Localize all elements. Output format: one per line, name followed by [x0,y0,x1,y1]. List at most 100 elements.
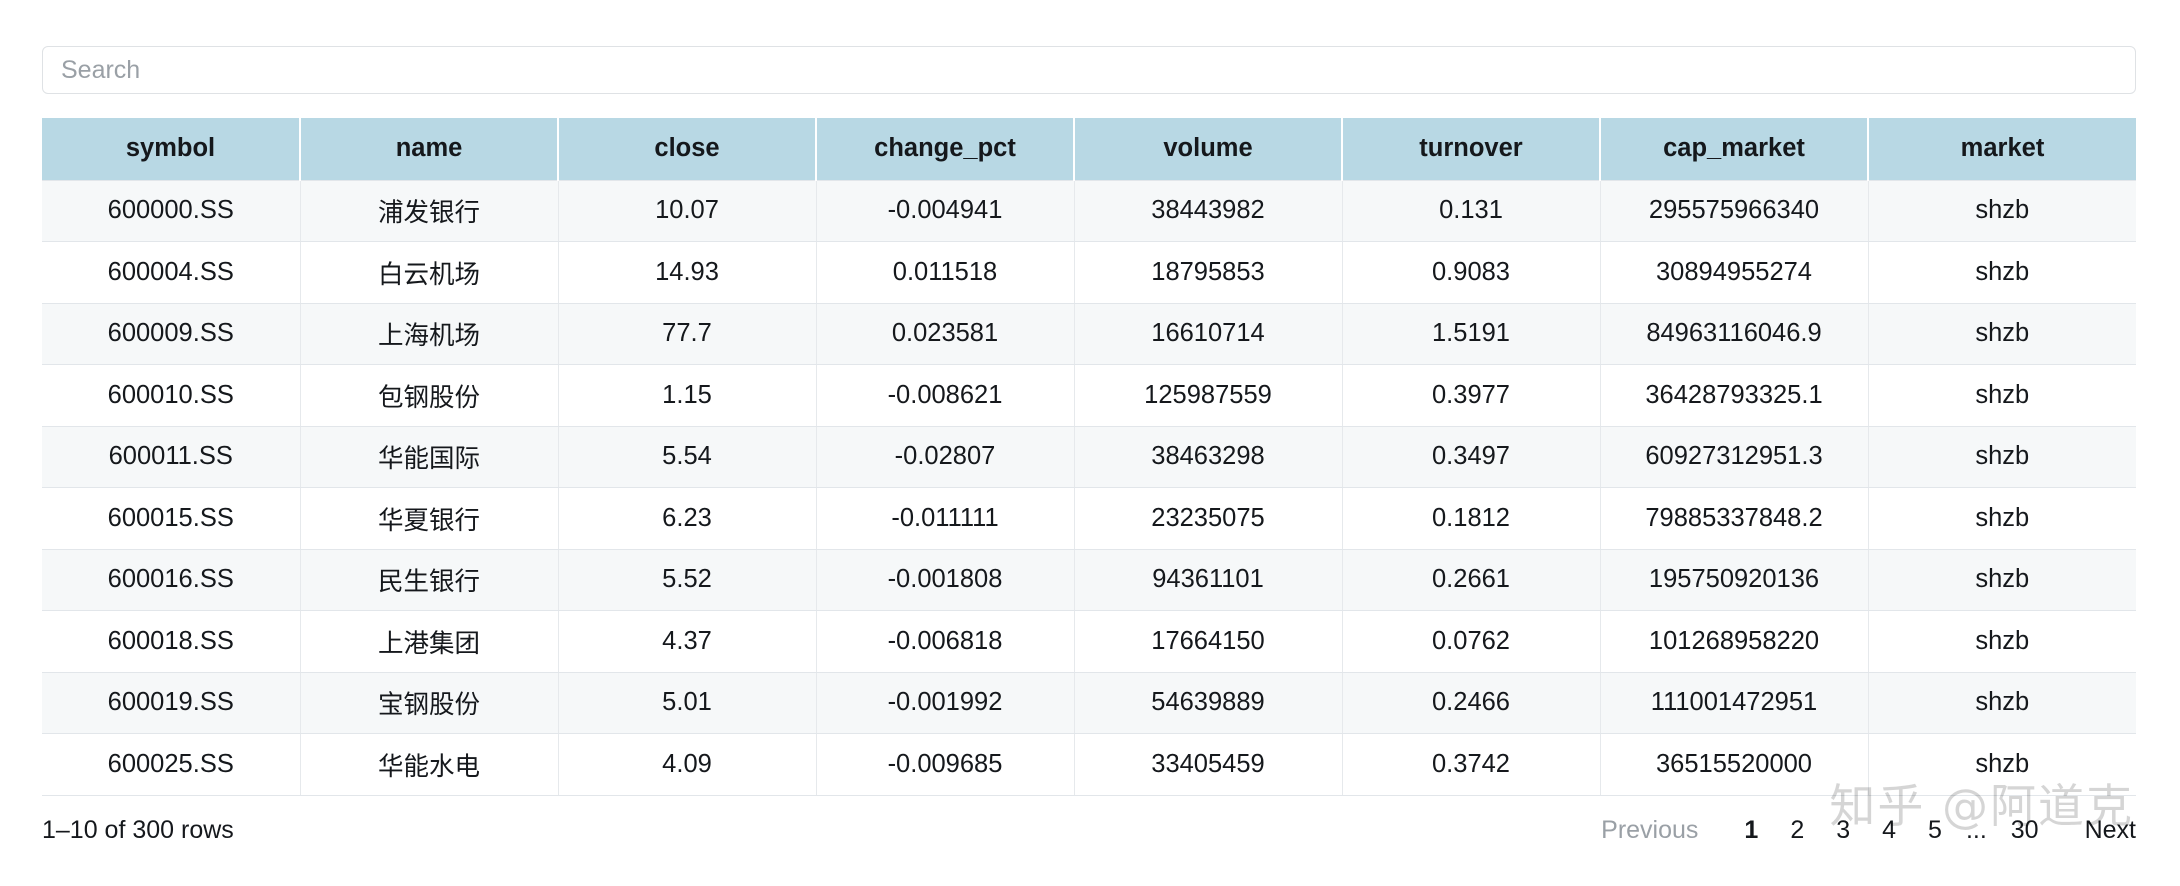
table-row[interactable]: 600009.SS 上海机场 77.7 0.023581 16610714 1.… [42,303,2136,365]
column-header-change-pct[interactable]: change_pct [816,118,1075,181]
cell-cap-market: 79885337848.2 [1600,487,1869,550]
cell-cap-market: 30894955274 [1600,241,1869,304]
cell-close: 5.52 [558,549,817,611]
cell-symbol: 600015.SS [42,487,301,550]
cell-change-pct: -0.001808 [816,549,1075,611]
cell-symbol: 600018.SS [42,610,301,673]
cell-symbol: 600025.SS [42,733,301,796]
cell-cap-market: 84963116046.9 [1600,303,1869,365]
pagination-ellipsis: ... [1965,815,1987,844]
cell-change-pct: 0.023581 [816,303,1075,365]
table-footer: 1–10 of 300 rows Previous 1 2 3 4 5 ... … [42,806,2136,854]
cell-close: 4.37 [558,610,817,673]
cell-cap-market: 295575966340 [1600,180,1869,242]
cell-volume: 125987559 [1074,364,1343,427]
cell-turnover: 0.2466 [1342,672,1601,734]
cell-change-pct: -0.006818 [816,610,1075,673]
column-header-turnover[interactable]: turnover [1342,118,1601,181]
table-body: 600000.SS 浦发银行 10.07 -0.004941 38443982 … [42,180,2136,796]
cell-turnover: 0.3742 [1342,733,1601,796]
pagination-next-button[interactable]: Next [2084,815,2136,844]
table-row[interactable]: 600000.SS 浦发银行 10.07 -0.004941 38443982 … [42,180,2136,242]
table-row[interactable]: 600015.SS 华夏银行 6.23 -0.011111 23235075 0… [42,487,2136,550]
cell-close: 77.7 [558,303,817,365]
cell-turnover: 0.1812 [1342,487,1601,550]
table-row[interactable]: 600018.SS 上港集团 4.37 -0.006818 17664150 0… [42,610,2136,673]
cell-market: shzb [1868,426,2136,488]
cell-symbol: 600016.SS [42,549,301,611]
cell-close: 14.93 [558,241,817,304]
column-header-symbol[interactable]: symbol [42,118,301,181]
table-row[interactable]: 600004.SS 白云机场 14.93 0.011518 18795853 0… [42,241,2136,304]
cell-change-pct: -0.011111 [816,487,1075,550]
cell-change-pct: -0.004941 [816,180,1075,242]
cell-volume: 18795853 [1074,241,1343,304]
cell-volume: 54639889 [1074,672,1343,734]
cell-name: 浦发银行 [300,180,559,242]
cell-turnover: 0.131 [1342,180,1601,242]
cell-market: shzb [1868,672,2136,734]
cell-close: 10.07 [558,180,817,242]
pagination: Previous 1 2 3 4 5 ... 30 Next [1585,816,2136,845]
table-row[interactable]: 600016.SS 民生银行 5.52 -0.001808 94361101 0… [42,549,2136,611]
cell-name: 民生银行 [300,549,559,611]
table-header: symbol name close change_pct volume turn… [42,118,2136,181]
cell-symbol: 600000.SS [42,180,301,242]
cell-market: shzb [1868,241,2136,304]
cell-volume: 33405459 [1074,733,1343,796]
cell-volume: 17664150 [1074,610,1343,673]
cell-turnover: 0.0762 [1342,610,1601,673]
cell-name: 上港集团 [300,610,559,673]
cell-symbol: 600010.SS [42,364,301,427]
cell-close: 4.09 [558,733,817,796]
pagination-page-2[interactable]: 2 [1790,815,1805,844]
cell-cap-market: 195750920136 [1600,549,1869,611]
cell-volume: 94361101 [1074,549,1343,611]
table-header-row: symbol name close change_pct volume turn… [42,118,2136,181]
pagination-page-5[interactable]: 5 [1928,815,1942,844]
column-header-name[interactable]: name [300,118,559,181]
pagination-previous-button[interactable]: Previous [1601,815,1699,844]
cell-turnover: 1.5191 [1342,303,1601,365]
cell-close: 1.15 [558,364,817,427]
pagination-page-1[interactable]: 1 [1744,815,1759,844]
search-input[interactable] [42,46,2136,94]
pagination-page-3[interactable]: 3 [1836,815,1851,844]
cell-market: shzb [1868,549,2136,611]
cell-volume: 38463298 [1074,426,1343,488]
table-row[interactable]: 600025.SS 华能水电 4.09 -0.009685 33405459 0… [42,733,2136,796]
table-row[interactable]: 600010.SS 包钢股份 1.15 -0.008621 125987559 … [42,364,2136,427]
cell-cap-market: 60927312951.3 [1600,426,1869,488]
table-row[interactable]: 600019.SS 宝钢股份 5.01 -0.001992 54639889 0… [42,672,2136,734]
stock-table-container: symbol name close change_pct volume turn… [42,118,2136,796]
pagination-page-4[interactable]: 4 [1882,815,1897,844]
cell-cap-market: 101268958220 [1600,610,1869,673]
cell-cap-market: 36428793325.1 [1600,364,1869,427]
search-field-container [42,46,2136,94]
pagination-page-last[interactable]: 30 [2010,815,2039,844]
cell-name: 华夏银行 [300,487,559,550]
cell-close: 6.23 [558,487,817,550]
cell-turnover: 0.3977 [1342,364,1601,427]
cell-name: 包钢股份 [300,364,559,427]
column-header-volume[interactable]: volume [1074,118,1343,181]
cell-close: 5.54 [558,426,817,488]
cell-name: 华能国际 [300,426,559,488]
column-header-market[interactable]: market [1868,118,2136,181]
cell-name: 上海机场 [300,303,559,365]
cell-change-pct: -0.009685 [816,733,1075,796]
cell-cap-market: 111001472951 [1600,672,1869,734]
column-header-close[interactable]: close [558,118,817,181]
cell-volume: 23235075 [1074,487,1343,550]
column-header-cap-market[interactable]: cap_market [1600,118,1869,181]
cell-market: shzb [1868,180,2136,242]
cell-market: shzb [1868,610,2136,673]
cell-volume: 16610714 [1074,303,1343,365]
cell-name: 白云机场 [300,241,559,304]
cell-market: shzb [1868,487,2136,550]
cell-market: shzb [1868,303,2136,365]
cell-name: 宝钢股份 [300,672,559,734]
table-row[interactable]: 600011.SS 华能国际 5.54 -0.02807 38463298 0.… [42,426,2136,488]
cell-turnover: 0.9083 [1342,241,1601,304]
cell-volume: 38443982 [1074,180,1343,242]
